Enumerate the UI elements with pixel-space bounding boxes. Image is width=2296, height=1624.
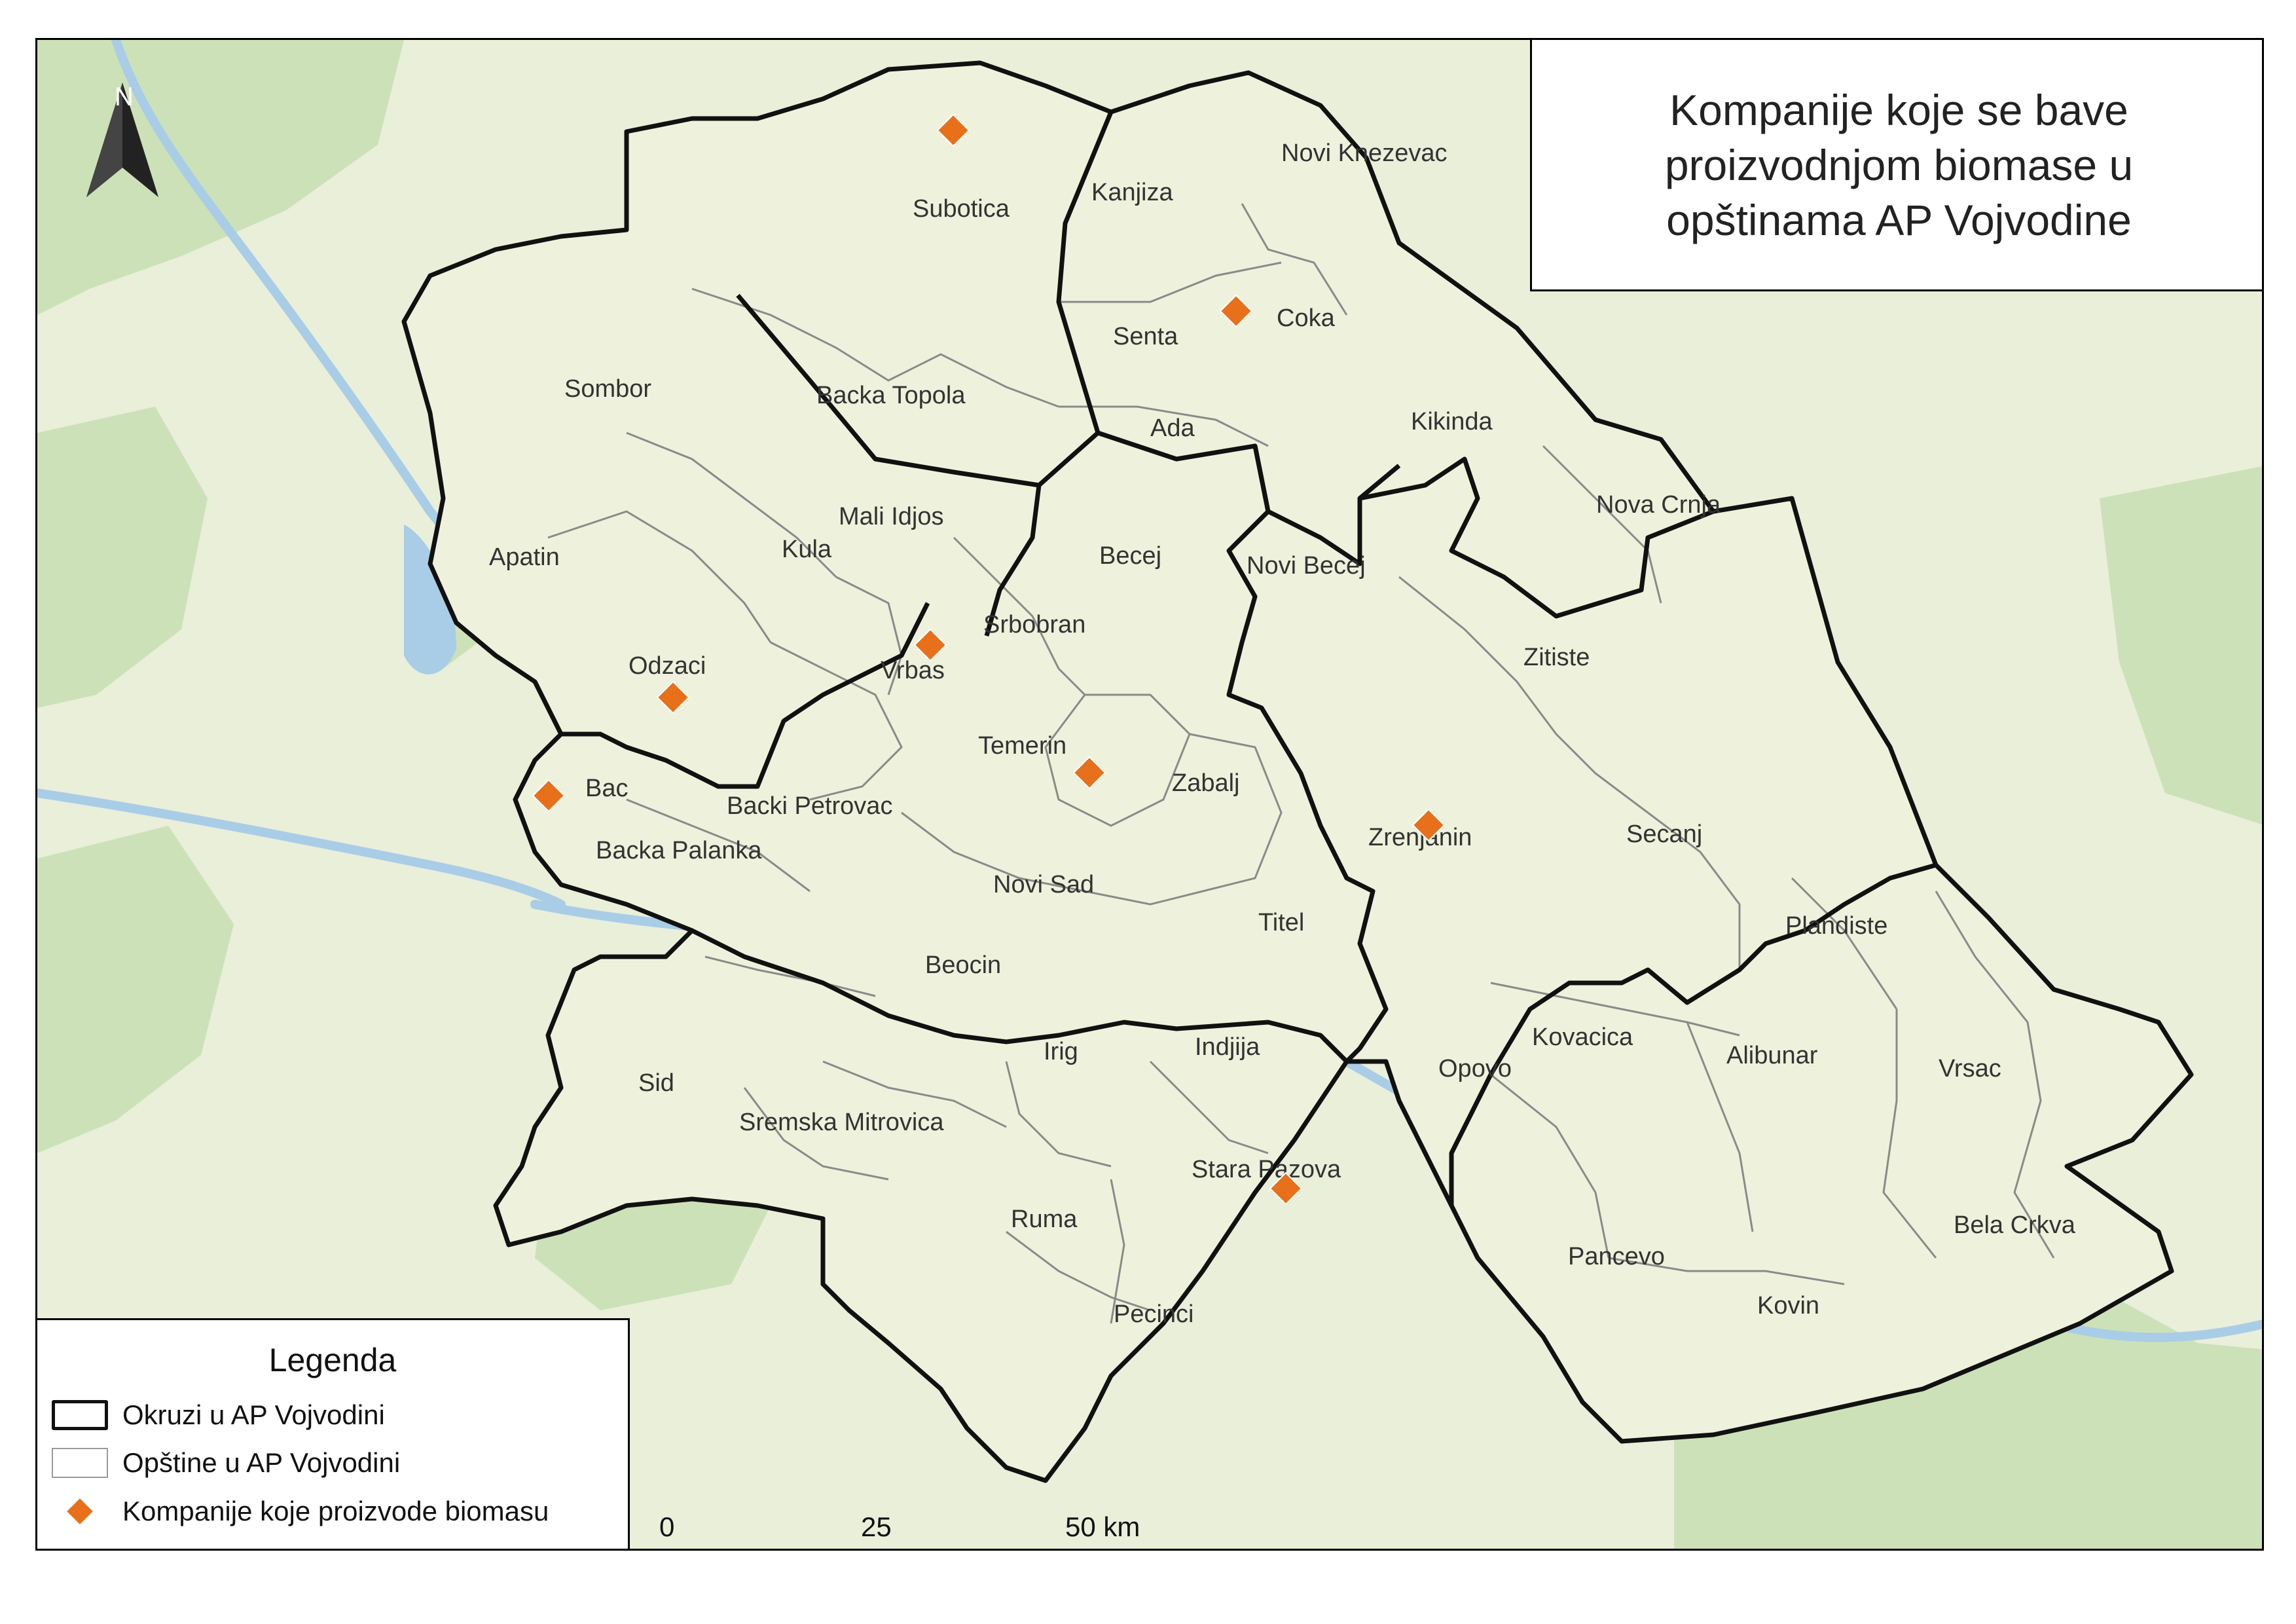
legend-item-companies: Kompanije koje proizvode biomasu <box>52 1492 549 1531</box>
label-kikinda: Kikinda <box>1411 408 1493 435</box>
label-backa-palanka: Backa Palanka <box>596 837 762 864</box>
company-marker-temerin[interactable] <box>1072 756 1106 790</box>
label-nova-crnja: Nova Crnja <box>1596 491 1721 519</box>
label-subotica: Subotica <box>913 195 1010 223</box>
label-sid: Sid <box>638 1069 674 1097</box>
label-senta: Senta <box>1113 323 1178 350</box>
orange-diamond-marker <box>52 1496 108 1526</box>
label-novi-knezevac: Novi Knezevac <box>1281 139 1447 167</box>
company-marker-subotica[interactable] <box>936 113 970 147</box>
label-vrbas: Vrbas <box>881 657 945 684</box>
label-sombor: Sombor <box>564 375 651 403</box>
label-zabalj: Zabalj <box>1172 769 1240 797</box>
label-kula: Kula <box>782 536 832 563</box>
company-marker-vrbas[interactable] <box>913 628 947 662</box>
legend-label-municipalities: Opštine u AP Vojvodini <box>122 1447 401 1478</box>
north-letter: N <box>115 83 134 111</box>
label-bac: Bac <box>585 775 628 802</box>
label-alibunar: Alibunar <box>1726 1042 1818 1069</box>
map-title: Kompanije koje se bave proizvodnjom biom… <box>1664 85 2134 244</box>
label-temerin: Temerin <box>978 732 1066 760</box>
label-plandiste: Plandiste <box>1785 912 1887 940</box>
label-beocin: Beocin <box>925 951 1001 979</box>
label-secanj: Secanj <box>1626 821 1702 848</box>
company-markers <box>532 113 1446 1206</box>
company-marker-odzaci[interactable] <box>656 680 690 714</box>
label-novi-becej: Novi Becej <box>1247 552 1366 580</box>
legend-label-companies: Kompanije koje proizvode biomasu <box>122 1496 549 1526</box>
label-ada: Ada <box>1150 415 1195 442</box>
company-marker-coka[interactable] <box>1219 294 1253 328</box>
label-opovo: Opovo <box>1438 1055 1512 1082</box>
legend-item-districts: Okruzi u AP Vojvodini <box>52 1395 385 1435</box>
municipality-labels: Subotica Kanjiza Novi Knezevac Senta Cok… <box>489 139 2076 1328</box>
company-marker-stara-pazova[interactable] <box>1269 1172 1303 1206</box>
label-kovin: Kovin <box>1757 1292 1819 1320</box>
label-zitiste: Zitiste <box>1523 644 1590 671</box>
district-boundaries <box>401 60 2194 1483</box>
label-mali-idjos: Mali Idjos <box>839 503 944 530</box>
legend-title: Legenda <box>268 1342 397 1378</box>
north-arrow-icon: N <box>86 83 158 197</box>
scale-label-0: 0 <box>659 1511 674 1542</box>
label-sremska-mitrovica: Sremska Mitrovica <box>739 1109 944 1136</box>
company-marker-zrenjanin[interactable] <box>1412 808 1446 842</box>
label-bela-crkva: Bela Crkva <box>1954 1211 2076 1239</box>
label-becej: Becej <box>1099 542 1161 570</box>
label-vrsac: Vrsac <box>1939 1055 2001 1082</box>
label-coka: Coka <box>1277 304 1336 332</box>
legend-panel: Legenda Okruzi u AP Vojvodini Opštine u … <box>37 1318 630 1549</box>
label-pancevo: Pancevo <box>1568 1243 1665 1270</box>
scale-label-50: 50 km <box>1065 1511 1140 1542</box>
label-kanjiza: Kanjiza <box>1091 179 1173 206</box>
municipality-boundaries <box>547 203 2055 1324</box>
label-pecinci: Pecinci <box>1114 1301 1194 1328</box>
lake-water <box>404 525 456 674</box>
company-marker-bac[interactable] <box>532 779 566 813</box>
label-apatin: Apatin <box>489 544 560 571</box>
district-boundary-swatch <box>52 1400 108 1430</box>
label-novi-sad: Novi Sad <box>993 871 1094 898</box>
label-odzaci: Odzaci <box>629 652 706 680</box>
map-canvas: Subotica Kanjiza Novi Knezevac Senta Cok… <box>37 40 2262 1549</box>
label-backi-petrovac: Backi Petrovac <box>727 792 892 820</box>
label-indjija: Indjija <box>1195 1033 1260 1061</box>
label-stara-pazova: Stara Pazova <box>1192 1156 1341 1183</box>
label-titel: Titel <box>1258 909 1304 936</box>
label-kovacica: Kovacica <box>1532 1024 1633 1051</box>
legend-item-municipalities: Opštine u AP Vojvodini <box>52 1443 400 1483</box>
label-srbobran: Srbobran <box>983 611 1085 638</box>
municipality-boundary-swatch <box>52 1448 108 1478</box>
title-box: Kompanije koje se bave proizvodnjom biom… <box>1530 40 2262 291</box>
label-backa-topola: Backa Topola <box>816 382 966 409</box>
scale-bar: 0 25 50 km <box>659 1511 1140 1542</box>
label-ruma: Ruma <box>1011 1206 1078 1233</box>
map-frame: Subotica Kanjiza Novi Knezevac Senta Cok… <box>35 38 2264 1551</box>
scale-label-25: 25 <box>861 1511 892 1542</box>
legend-label-districts: Okruzi u AP Vojvodini <box>122 1399 385 1430</box>
label-irig: Irig <box>1044 1038 1078 1065</box>
